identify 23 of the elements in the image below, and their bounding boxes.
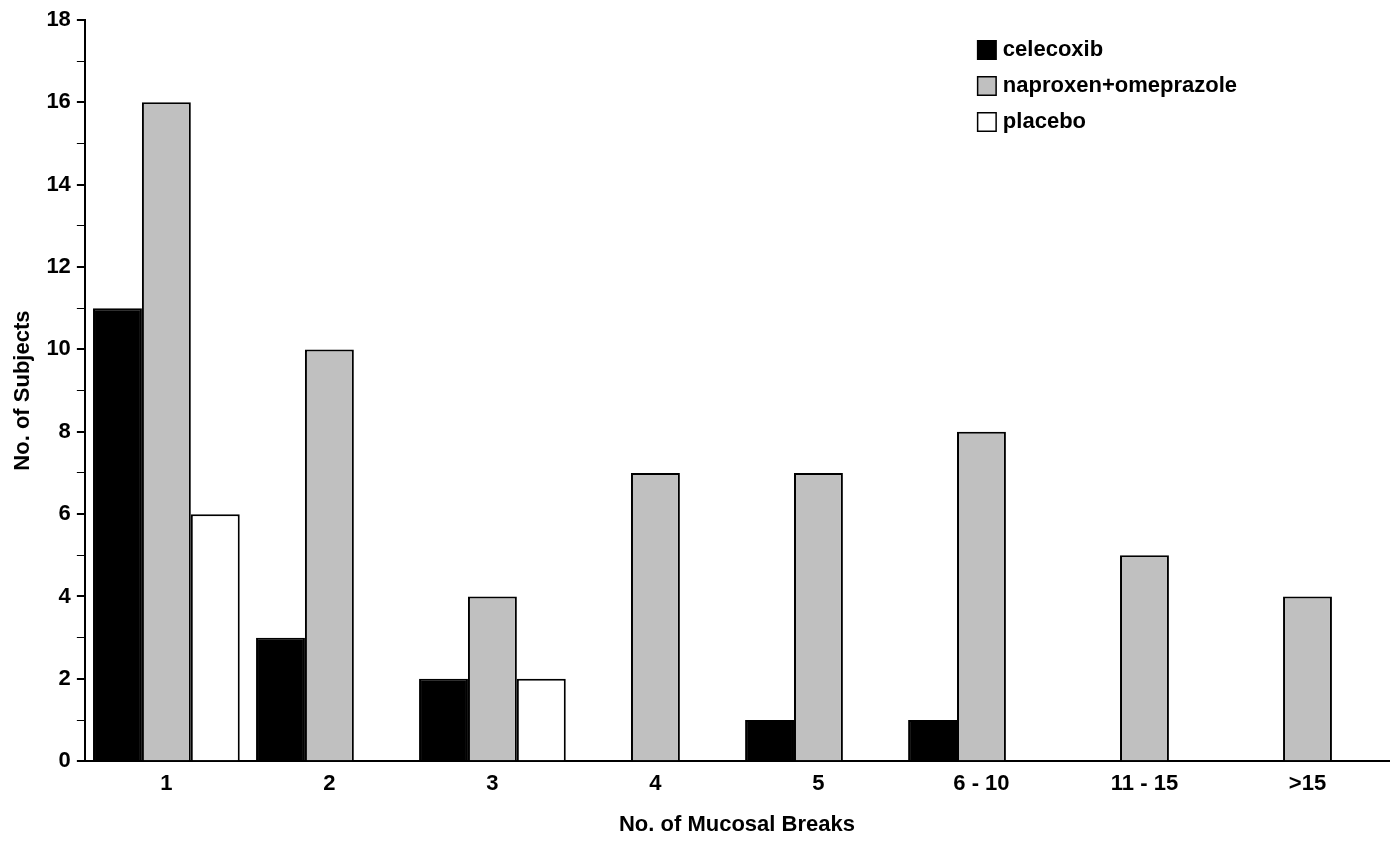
y-tick-label: 14 <box>46 170 72 196</box>
legend-label: celecoxib <box>1002 36 1104 62</box>
legend-label: placebo <box>1002 108 1087 134</box>
x-tick-label: 11 - 15 <box>1110 770 1179 796</box>
x-tick-label: 6 - 10 <box>953 770 1010 796</box>
y-tick-label: 4 <box>58 582 72 608</box>
y-tick-label: 8 <box>58 417 71 443</box>
y-tick-label: 10 <box>46 335 71 361</box>
x-tick-label: 3 <box>486 770 499 796</box>
x-tick-label: 2 <box>323 770 336 796</box>
y-tick-label: 18 <box>46 6 71 32</box>
x-tick-label: 1 <box>160 770 173 796</box>
y-tick-label: 0 <box>58 747 71 773</box>
legend-label: naproxen+omeprazole <box>1002 72 1238 98</box>
y-axis-title: No. of Subjects <box>9 310 35 471</box>
y-tick-label: 12 <box>46 253 71 279</box>
y-tick-label: 16 <box>46 88 71 114</box>
x-tick-label: >15 <box>1288 770 1327 796</box>
x-tick-label: 4 <box>649 770 663 796</box>
y-tick-label: 2 <box>58 664 71 690</box>
x-axis-title: No. of Mucosal Breaks <box>618 810 855 836</box>
y-tick-label: 6 <box>58 500 71 526</box>
x-tick-label: 5 <box>812 770 825 796</box>
